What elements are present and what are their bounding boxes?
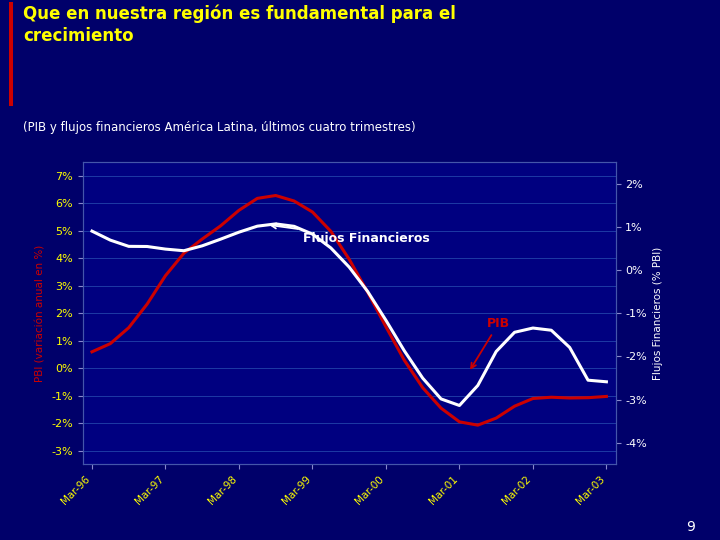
Bar: [9, 2, 13, 106]
Text: (PIB y flujos financieros América Latina, últimos cuatro trimestres): (PIB y flujos financieros América Latina…: [23, 121, 415, 134]
Text: 9: 9: [686, 519, 695, 534]
Y-axis label: Flujos Financieros (% PBI): Flujos Financieros (% PBI): [652, 247, 662, 380]
Y-axis label: PBI (variación anual en %): PBI (variación anual en %): [36, 245, 46, 382]
Text: Que en nuestra región es fundamental para el
crecimiento: Que en nuestra región es fundamental par…: [23, 4, 456, 45]
Text: Flujos Financieros: Flujos Financieros: [271, 224, 430, 245]
Text: PIB: PIB: [471, 317, 510, 368]
